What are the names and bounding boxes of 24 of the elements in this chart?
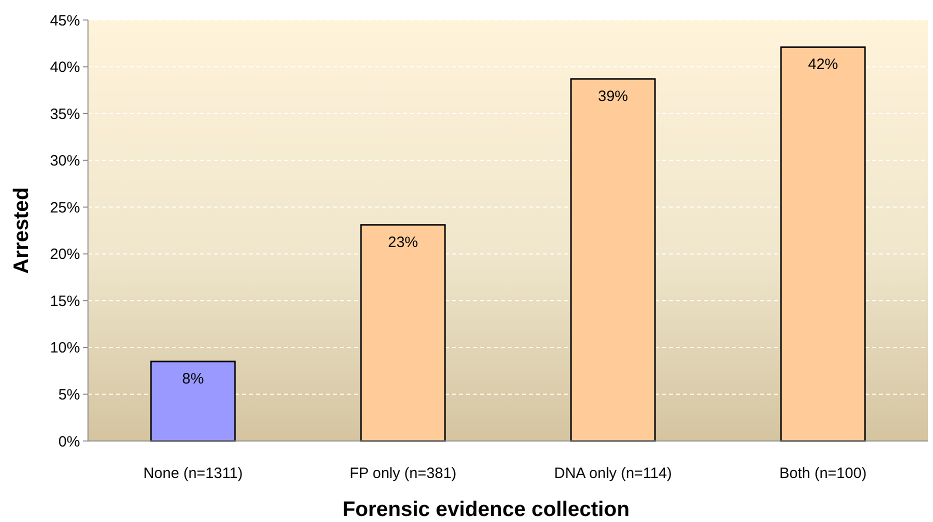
bar — [570, 78, 656, 442]
bar — [360, 224, 446, 442]
x-tick-label: Both (n=100) — [779, 465, 867, 482]
y-tick-label: 25% — [50, 199, 80, 216]
data-label: 23% — [388, 234, 418, 251]
y-axis-title: Arrested — [10, 187, 33, 274]
y-tick-label: 40% — [50, 59, 80, 76]
bar — [150, 360, 236, 442]
data-label: 42% — [808, 56, 838, 74]
x-axis-title: Forensic evidence collection — [342, 498, 630, 521]
y-tick-label: 5% — [58, 386, 80, 404]
y-tick-label: 30% — [50, 152, 80, 170]
data-label: 8% — [182, 370, 204, 388]
y-tick-label: 0% — [58, 433, 80, 450]
x-tick-label: DNA only (n=114) — [554, 465, 672, 482]
x-tick-label: None (n=1311) — [143, 465, 243, 482]
y-tick-label: 15% — [50, 292, 80, 310]
bar — [780, 46, 866, 442]
y-tick-label: 20% — [50, 246, 80, 264]
y-tick-label: 35% — [50, 106, 80, 123]
data-label: 39% — [598, 88, 628, 105]
y-tick-label: 10% — [50, 340, 80, 357]
x-tick-label: FP only (n=381) — [350, 465, 456, 482]
y-tick-label: 45% — [50, 12, 80, 30]
